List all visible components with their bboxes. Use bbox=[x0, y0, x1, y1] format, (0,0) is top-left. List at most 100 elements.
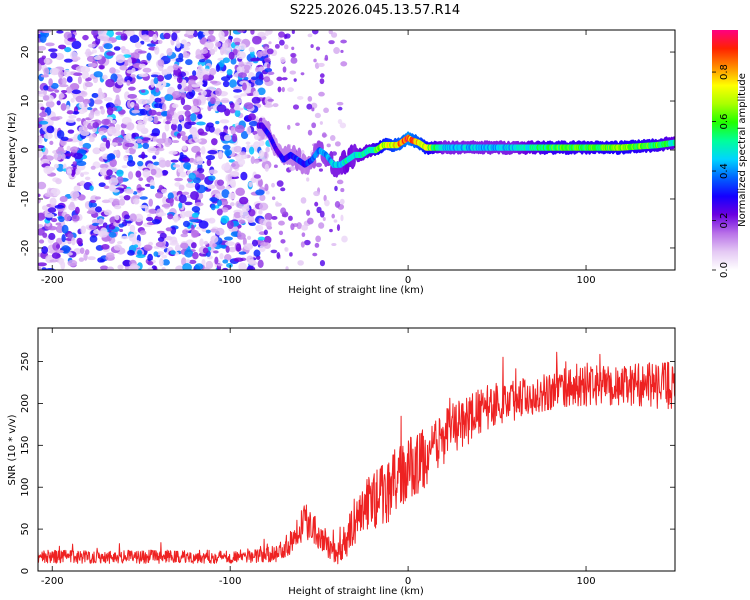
spectrogram-cell bbox=[135, 170, 142, 178]
spectrogram-cell bbox=[236, 30, 246, 33]
spectrogram-cell bbox=[196, 156, 204, 166]
spectrogram-cell bbox=[248, 208, 256, 217]
spectrogram-cell bbox=[264, 151, 268, 159]
spectrogram-cell bbox=[216, 208, 223, 216]
spectrogram-cell bbox=[137, 50, 147, 54]
spectrogram-cell bbox=[310, 102, 318, 109]
spectrogram-cell bbox=[264, 212, 273, 221]
spectrogram-cell bbox=[185, 59, 193, 66]
spectrogram-cell bbox=[41, 205, 48, 211]
spectrogram-cell bbox=[180, 233, 189, 238]
spectrogram-cell bbox=[215, 64, 220, 72]
spectrogram-cell bbox=[106, 107, 114, 116]
spectrogram-cell bbox=[214, 205, 220, 209]
spectrogram-cell bbox=[66, 118, 76, 123]
spectrogram-cell bbox=[220, 99, 230, 103]
spectrogram-cell bbox=[263, 76, 271, 83]
spectrogram-cell bbox=[182, 191, 190, 196]
spectrogram-cell bbox=[250, 156, 255, 165]
spectrogram-cell bbox=[290, 57, 298, 64]
spectrogram-cell bbox=[116, 76, 125, 86]
spectrogram-cell bbox=[310, 44, 314, 48]
spectrogram-cell bbox=[340, 188, 345, 193]
spectrogram-cell bbox=[56, 100, 61, 106]
spectrogram-cell bbox=[228, 35, 234, 40]
spectrogram-cell bbox=[295, 122, 300, 126]
spectrogram-cell bbox=[277, 86, 282, 93]
spectrogram-cell bbox=[328, 30, 333, 35]
spectrogram-cell bbox=[106, 153, 114, 161]
spectrogram-cell bbox=[40, 106, 45, 111]
spectrogram-cell bbox=[174, 182, 181, 187]
spectrogram-cells bbox=[38, 30, 675, 270]
spectrogram-cell bbox=[155, 87, 160, 93]
spectrogram-cell bbox=[103, 185, 110, 190]
spectrogram-cell bbox=[130, 264, 141, 270]
spectrogram-cell bbox=[324, 54, 329, 61]
spectrogram-cell bbox=[127, 93, 138, 99]
spectrogram-cell bbox=[192, 107, 200, 113]
spectrogram-cell bbox=[280, 187, 286, 192]
spectrogram-cell bbox=[50, 116, 60, 121]
spectrogram-cell bbox=[281, 77, 288, 81]
spectrogram-cell bbox=[171, 90, 182, 98]
spectrogram-cell bbox=[48, 78, 53, 87]
spectrogram-cell bbox=[61, 89, 68, 94]
spectrogram-cell bbox=[121, 165, 128, 169]
snr-y-tick-label: 100 bbox=[20, 478, 31, 497]
spectrogram-cell bbox=[307, 96, 313, 102]
spectrogram-cell bbox=[160, 110, 169, 117]
spectrogram-cell bbox=[38, 266, 42, 270]
spectrogram-cell bbox=[284, 247, 289, 252]
spectrogram-cell bbox=[288, 215, 293, 221]
spectrogram-cell bbox=[177, 110, 187, 115]
spectrogram-cell bbox=[132, 198, 140, 205]
spectrogram-cell bbox=[138, 73, 149, 78]
spectrogram-cell bbox=[264, 183, 269, 192]
spectrogram-cell bbox=[150, 39, 161, 45]
spectrogram-cell bbox=[229, 171, 240, 178]
spectrogram-cell bbox=[340, 49, 344, 53]
spectrogram-cell bbox=[78, 257, 85, 262]
spectrogram-cell bbox=[233, 107, 244, 111]
spectrogram-cell bbox=[251, 35, 262, 45]
spectrogram-cell bbox=[75, 95, 84, 103]
spectrogram-cell bbox=[251, 239, 258, 247]
spectrogram-cell bbox=[95, 206, 102, 213]
spectrogram-cell bbox=[333, 47, 340, 55]
spectrogram-cell bbox=[243, 102, 254, 110]
spectrogram-cell bbox=[39, 34, 47, 43]
spectrogram-cell bbox=[158, 258, 164, 267]
spectrogram-cell bbox=[192, 251, 199, 260]
spectrogram-cell bbox=[169, 242, 179, 246]
spectrogram-cell bbox=[114, 214, 120, 221]
snr-y-ticks: 0 50 100 150 200 250 bbox=[20, 352, 675, 574]
spectrogram-y-tick-label: 10 bbox=[20, 95, 31, 108]
spectrogram-cell bbox=[184, 121, 192, 130]
spectrogram-cell bbox=[77, 76, 82, 85]
spectrogram-cell bbox=[326, 143, 331, 148]
spectrogram-cell bbox=[134, 41, 142, 49]
spectrogram-cell bbox=[49, 67, 59, 76]
spectrogram-cell bbox=[253, 249, 261, 257]
spectrogram-cell bbox=[238, 262, 247, 270]
spectrogram-cell bbox=[293, 78, 297, 82]
spectrogram-cell bbox=[312, 252, 318, 257]
spectrogram-cell bbox=[258, 149, 265, 159]
spectrogram-cell bbox=[306, 103, 313, 110]
spectrogram-cell bbox=[257, 259, 264, 269]
snr-frame bbox=[37, 327, 676, 572]
snr-x-tick-label: -200 bbox=[41, 576, 64, 587]
spectrogram-cell bbox=[105, 139, 111, 149]
spectrogram-cell bbox=[87, 256, 96, 261]
spectrogram-cell bbox=[210, 204, 216, 211]
spectrogram-cell bbox=[209, 197, 218, 202]
spectrogram-cell bbox=[76, 160, 87, 167]
spectrogram-cell bbox=[175, 41, 181, 49]
snr-x-ticks: -200 -100 0 100 bbox=[41, 328, 596, 587]
spectrogram-cell bbox=[194, 182, 201, 191]
spectrogram-cell bbox=[149, 94, 155, 102]
spectrogram-cell bbox=[185, 30, 195, 36]
snr-y-label: SNR (10 * v/v) bbox=[7, 414, 18, 485]
